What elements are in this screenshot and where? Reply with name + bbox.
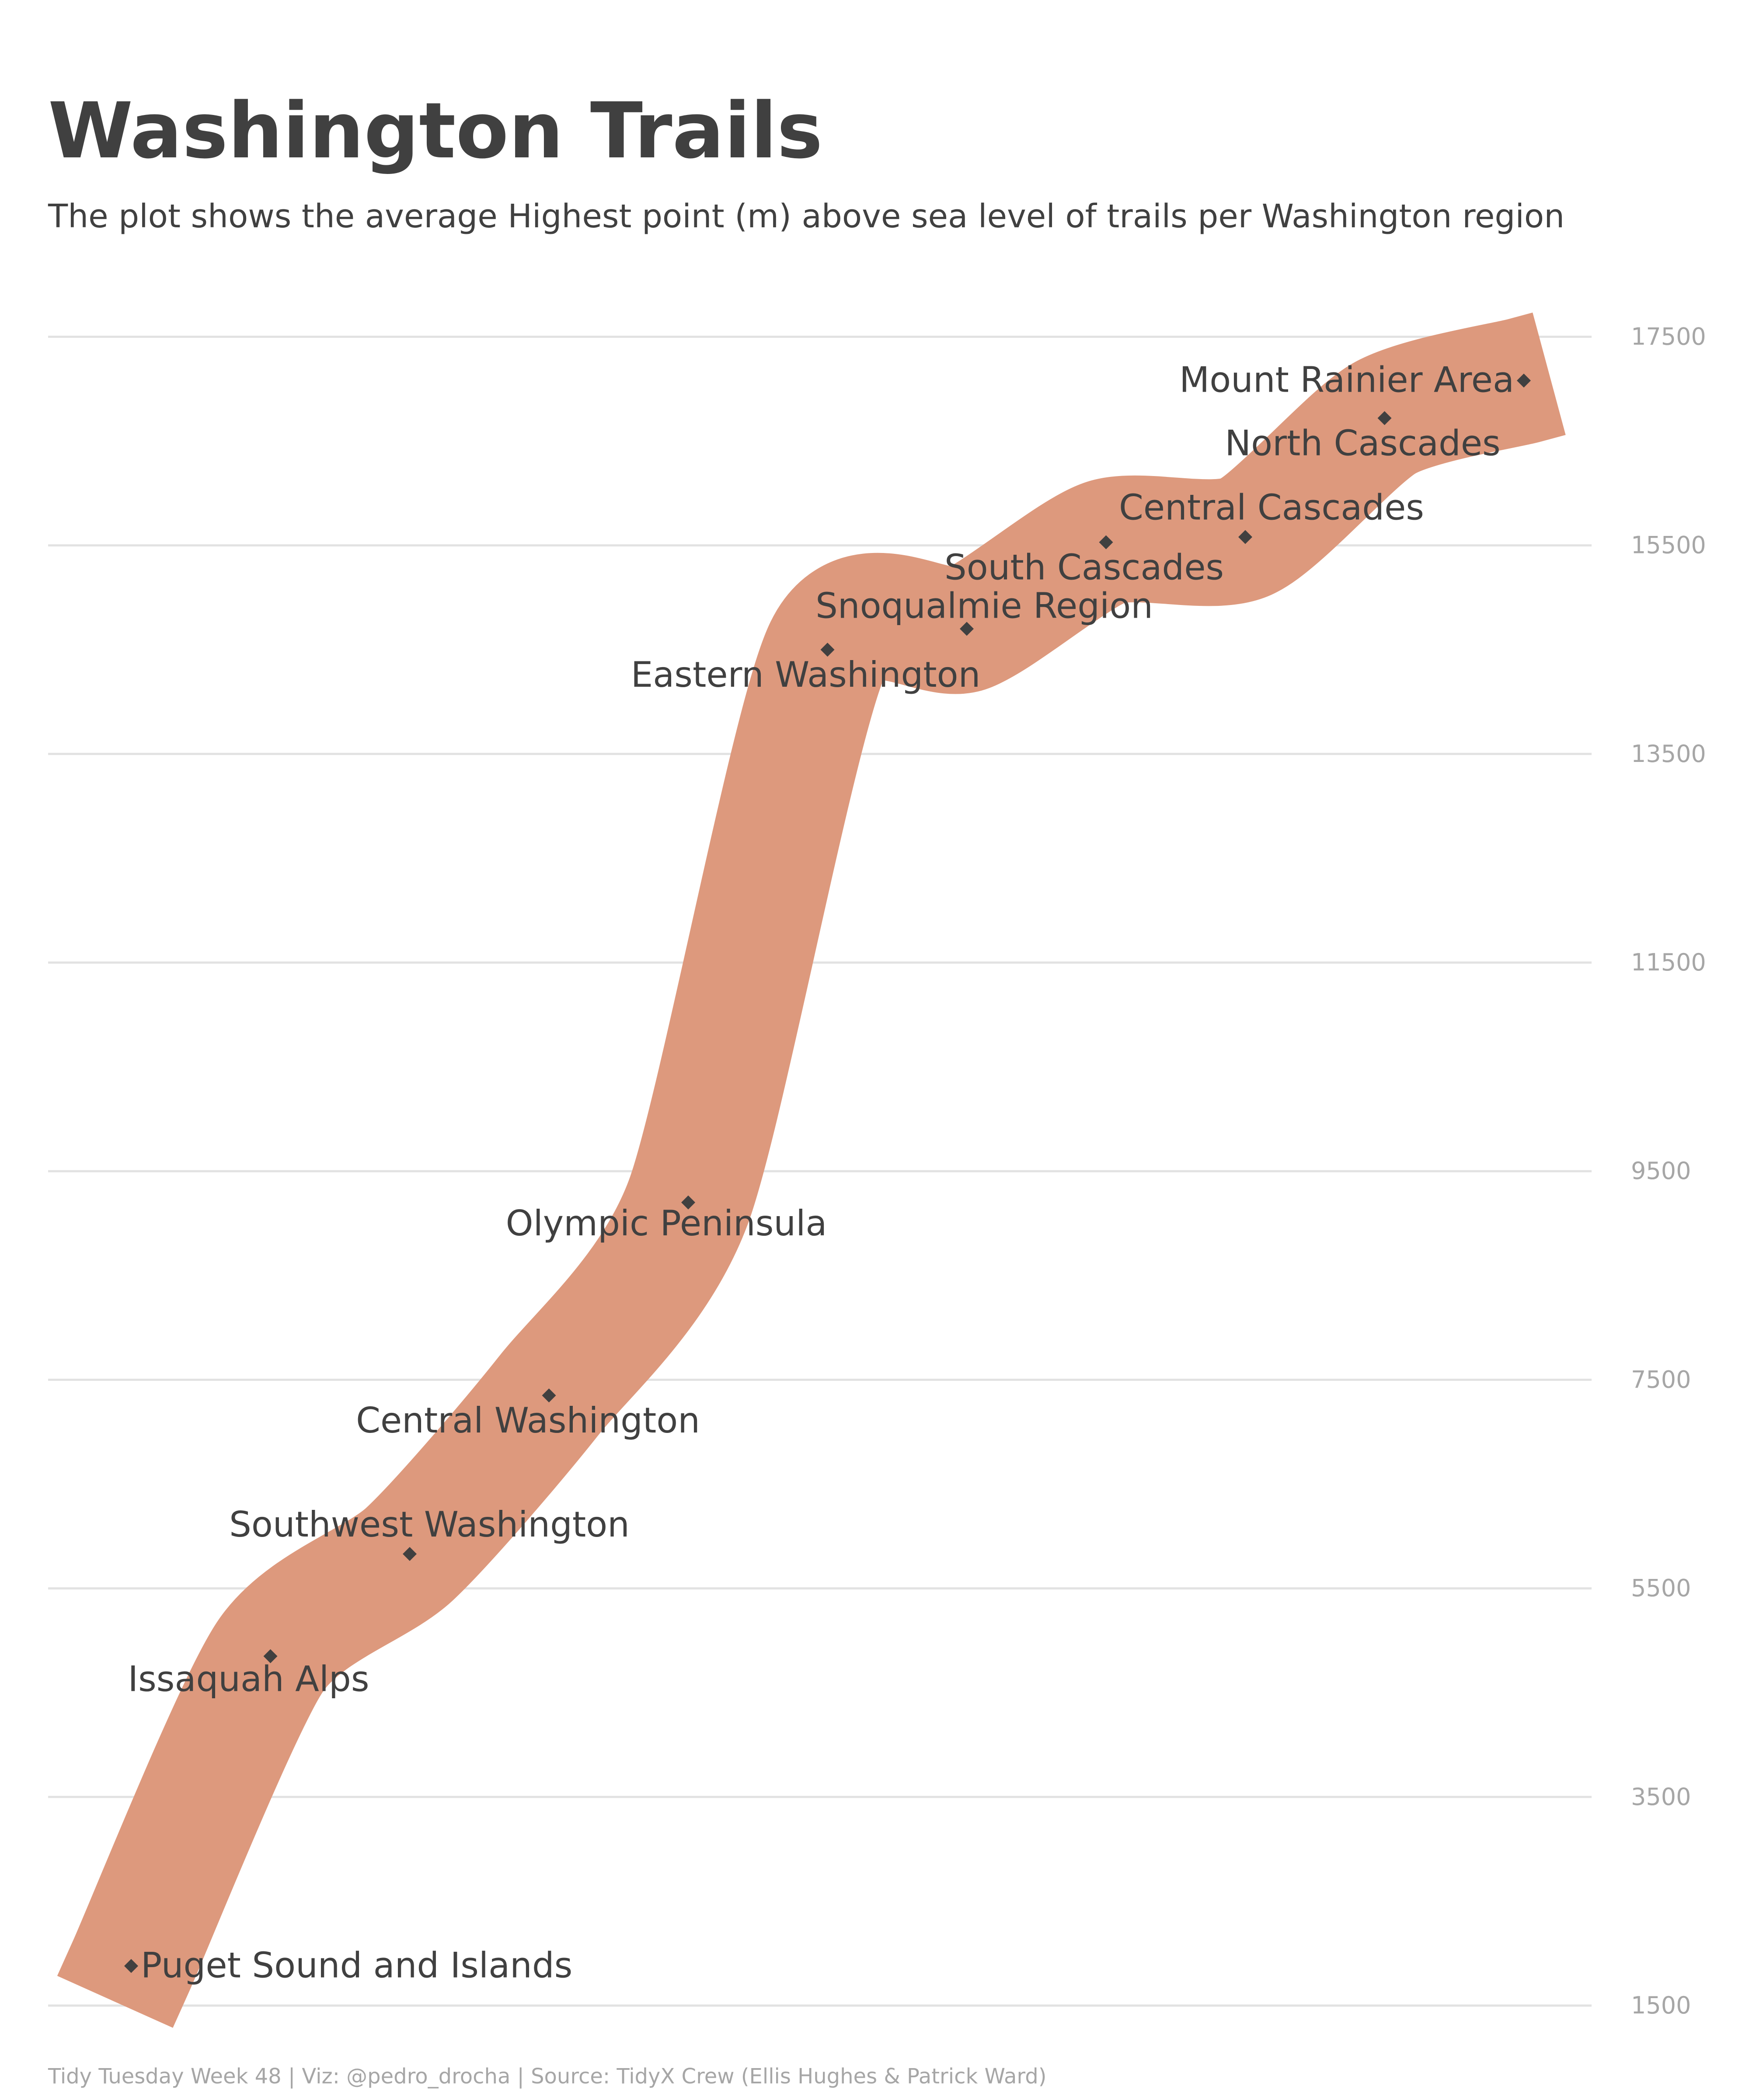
point-south-cascades (1099, 535, 1113, 549)
y-tick-label-1500: 1500 (1631, 1992, 1691, 2019)
point-central-cascades (1238, 530, 1252, 544)
y-tick-label-17500: 17500 (1631, 323, 1706, 350)
point-central-washington (542, 1388, 556, 1403)
point-southwest-washington (403, 1547, 417, 1561)
y-tick-label-5500: 5500 (1631, 1575, 1691, 1602)
point-north-cascades (1377, 411, 1392, 425)
y-tick-label-7500: 7500 (1631, 1366, 1691, 1393)
label-north-cascades: North Cascades (1225, 423, 1500, 464)
chart-caption: Tidy Tuesday Week 48 | Viz: @pedro_droch… (48, 2064, 1046, 2089)
chart-subtitle: The plot shows the average Highest point… (48, 198, 1564, 235)
y-tick-label-13500: 13500 (1631, 740, 1706, 768)
label-puget-sound-and-islands: Puget Sound and Islands (141, 1945, 572, 1985)
point-mount-rainier-area (1517, 373, 1531, 388)
point-eastern-washington (820, 643, 835, 657)
point-snoqualmie-region (960, 622, 974, 636)
y-tick-label-9500: 9500 (1631, 1157, 1691, 1185)
label-eastern-washington: Eastern Washington (631, 654, 981, 695)
label-mount-rainier-area: Mount Rainier Area (1179, 360, 1514, 400)
label-south-cascades: South Cascades (944, 547, 1224, 588)
label-snoqualmie-region: Snoqualmie Region (815, 585, 1153, 626)
point-issaquah-alps (263, 1649, 278, 1663)
label-issaquah-alps: Issaquah Alps (128, 1659, 369, 1700)
y-tick-label-15500: 15500 (1631, 532, 1706, 559)
elevation-band-path (57, 312, 1587, 2030)
point-olympic-peninsula (681, 1195, 695, 1210)
chart-title: Washington Trails (48, 86, 823, 176)
label-central-cascades: Central Cascades (1119, 487, 1424, 528)
label-central-washington: Central Washington (356, 1400, 700, 1441)
y-tick-label-3500: 3500 (1631, 1783, 1691, 1811)
y-tick-label-11500: 11500 (1631, 949, 1706, 976)
point-puget-sound-and-islands (124, 1959, 138, 1973)
region-labels: Puget Sound and Islands Issaquah Alps Sout… (128, 360, 1514, 1986)
y-axis-ticks: 1500 3500 5500 7500 9500 11500 13500 15500 17500 (1631, 323, 1706, 2019)
label-southwest-washington: Southwest Washington (229, 1504, 630, 1545)
region-points (124, 373, 1531, 1973)
label-olympic-peninsula: Olympic Peninsula (506, 1203, 827, 1244)
elevation-band (57, 312, 1587, 2030)
